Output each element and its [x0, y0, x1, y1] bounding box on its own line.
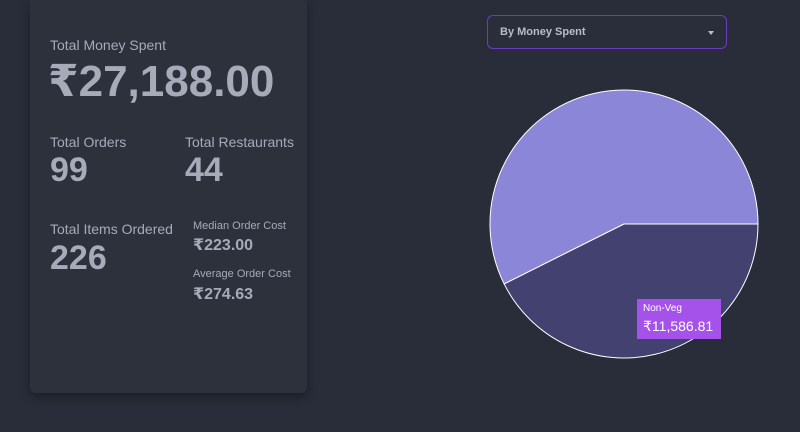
tooltip-value: ₹11,586.81 — [643, 318, 714, 334]
total-items-label: Total Items Ordered — [50, 221, 173, 237]
stats-card: Total Money Spent ₹27,188.00 Total Order… — [30, 0, 307, 393]
total-items-value: 226 — [50, 239, 107, 277]
total-orders-label: Total Orders — [50, 134, 127, 150]
pie-slice-other[interactable] — [489, 89, 759, 285]
total-restaurants-label: Total Restaurants — [185, 134, 294, 150]
chart-tooltip: Non-Veg ₹11,586.81 — [637, 299, 721, 339]
median-order-value: ₹223.00 — [193, 237, 254, 254]
total-orders-value: 99 — [50, 151, 88, 189]
average-order-value: ₹274.63 — [193, 286, 254, 303]
total-restaurants-value: 44 — [185, 151, 223, 189]
chart-mode-select[interactable]: By Money Spent — [487, 15, 727, 49]
total-money-value: ₹27,188.00 — [48, 57, 275, 106]
chart-mode-selected: By Money Spent — [500, 26, 586, 38]
total-money-label: Total Money Spent — [50, 37, 166, 53]
tooltip-label: Non-Veg — [643, 303, 682, 314]
average-order-label: Average Order Cost — [193, 268, 291, 280]
pie-chart-svg — [489, 89, 759, 359]
chevron-down-icon — [708, 31, 714, 35]
pie-chart — [470, 70, 780, 380]
median-order-label: Median Order Cost — [193, 220, 286, 232]
